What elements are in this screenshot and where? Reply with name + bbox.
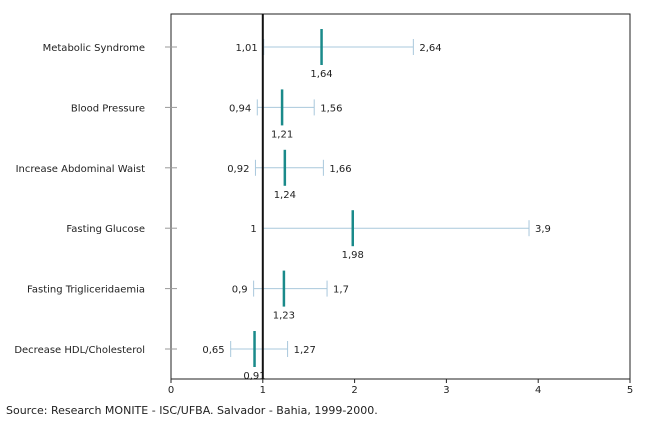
lower-label: 1 [250, 224, 256, 235]
category-label: Decrease HDL/Cholesterol [14, 345, 145, 356]
upper-label: 3,9 [535, 224, 551, 235]
forest-plot: 0 1 2 3 4 5 Metabolic Syndrome 1,01 2,64 1,64 Bloo… [14, 13, 633, 396]
lower-label: 0,92 [227, 164, 249, 175]
estimate-label: 1,21 [271, 129, 293, 140]
estimate-label: 0,91 [243, 371, 265, 382]
upper-label: 1,66 [329, 164, 351, 175]
lower-label: 1,01 [235, 43, 257, 54]
estimate-label: 1,98 [342, 250, 364, 261]
lower-label: 0,9 [232, 285, 248, 296]
upper-label: 1,27 [294, 345, 316, 356]
category-label: Fasting Glucose [66, 224, 145, 235]
lower-label: 0,94 [229, 103, 251, 114]
category-label: Blood Pressure [71, 103, 145, 114]
x-tick-label: 1 [260, 385, 266, 396]
x-tick-label: 4 [535, 385, 541, 396]
lower-label: 0,65 [202, 345, 224, 356]
estimate-label: 1,24 [274, 190, 296, 201]
x-tick-label: 0 [168, 385, 174, 396]
upper-label: 1,56 [320, 103, 342, 114]
estimate-label: 1,23 [273, 311, 295, 322]
source-note: Source: Research MONITE - ISC/UFBA. Salv… [6, 404, 378, 417]
x-tick-label: 3 [443, 385, 449, 396]
estimate-label: 1,64 [310, 69, 332, 80]
upper-label: 2,64 [419, 43, 441, 54]
x-tick-label: 2 [351, 385, 357, 396]
plot-frame [170, 13, 631, 380]
category-label: Increase Abdominal Waist [16, 164, 145, 175]
x-tick-label: 5 [627, 385, 633, 396]
category-label: Fasting Trigliceridaemia [27, 285, 145, 296]
upper-label: 1,7 [333, 285, 349, 296]
category-label: Metabolic Syndrome [43, 43, 145, 54]
